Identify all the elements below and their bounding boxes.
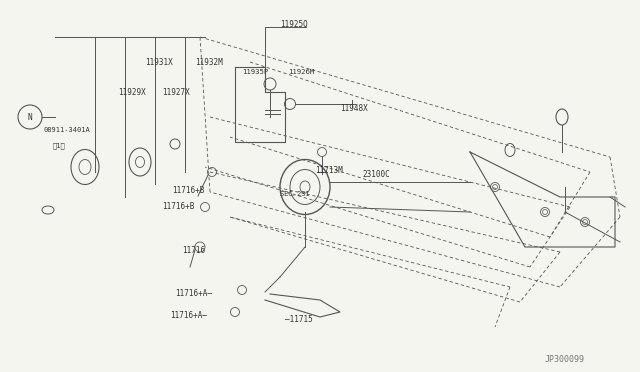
Text: SEC. 231: SEC. 231 — [280, 191, 310, 197]
Text: N: N — [28, 112, 32, 122]
Text: 23100C: 23100C — [362, 170, 390, 179]
Text: 11927X: 11927X — [162, 87, 189, 96]
Text: 11716+B: 11716+B — [162, 202, 195, 211]
Text: （1）: （1） — [53, 143, 66, 149]
Text: 08911-3401A: 08911-3401A — [43, 127, 90, 133]
Text: 11948X: 11948X — [340, 103, 368, 112]
Text: 11713M: 11713M — [315, 166, 343, 174]
Text: 11932M: 11932M — [195, 58, 223, 67]
Text: 11716+A—: 11716+A— — [170, 311, 207, 320]
Text: 11716: 11716 — [182, 246, 205, 254]
Text: 11716+B: 11716+B — [172, 186, 204, 195]
Text: 11925Q: 11925Q — [280, 19, 308, 29]
Text: 11926M: 11926M — [288, 69, 314, 75]
Text: 11935P: 11935P — [242, 69, 268, 75]
Text: 11716+A—: 11716+A— — [175, 289, 212, 298]
Text: 11929X: 11929X — [118, 87, 146, 96]
Text: —11715: —11715 — [285, 315, 313, 324]
Text: 11931X: 11931X — [145, 58, 173, 67]
Text: JP300099: JP300099 — [545, 356, 585, 365]
